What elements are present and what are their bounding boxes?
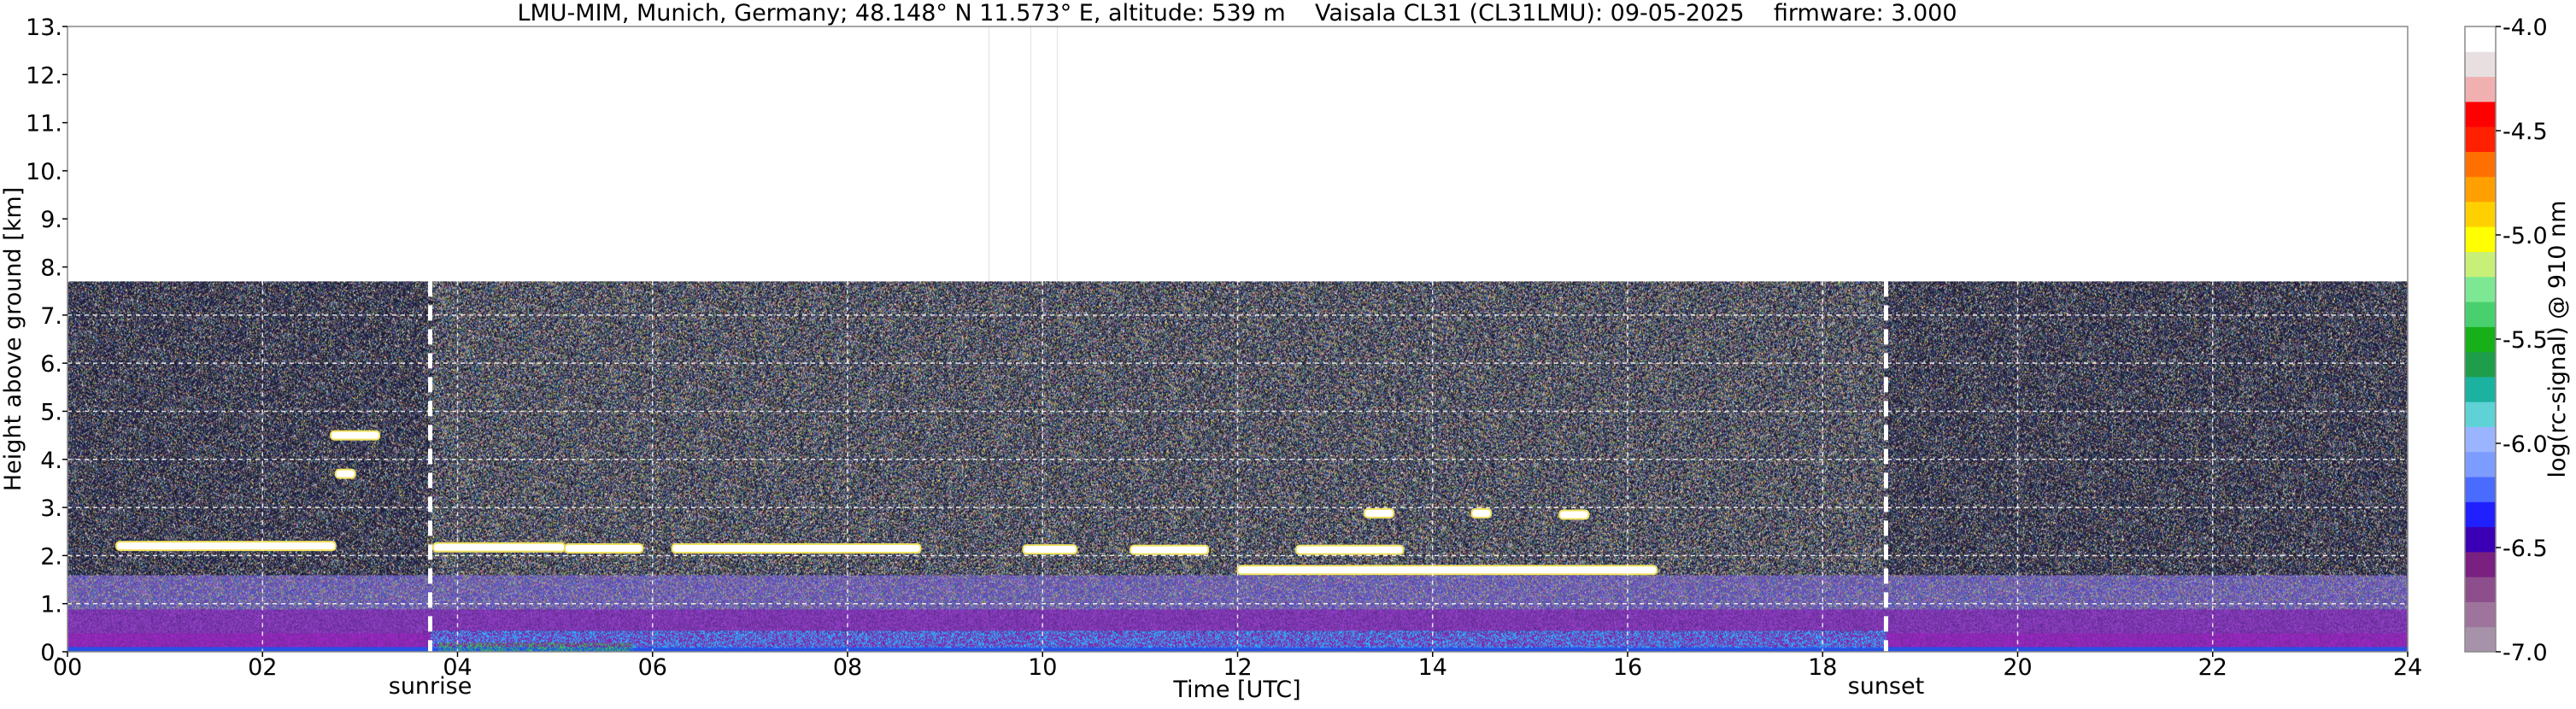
x-tick-label: 24 bbox=[2393, 654, 2422, 681]
cloud-layer-1 bbox=[431, 542, 566, 553]
y-tick-label: 7. bbox=[40, 303, 62, 330]
cloud-layer-6 bbox=[1294, 544, 1405, 555]
colorbar-segment bbox=[2465, 101, 2496, 127]
colorbar-tick-label: -4.0 bbox=[2503, 15, 2548, 41]
x-tick-label: 04 bbox=[443, 654, 472, 681]
x-tick-label: 06 bbox=[638, 654, 667, 681]
cloud-layer-12 bbox=[1558, 509, 1590, 520]
y-tick-label: 6. bbox=[40, 351, 62, 378]
colorbar-segment bbox=[2465, 376, 2496, 402]
cloud-layer-9 bbox=[334, 468, 356, 479]
y-tick-label: 1. bbox=[40, 592, 62, 618]
sunset-label: sunset bbox=[1848, 673, 1925, 700]
cloud-layer-3 bbox=[671, 542, 922, 554]
chart-title: LMU-MIM, Munich, Germany; 48.148° N 11.5… bbox=[517, 0, 1957, 26]
x-axis-label: Time [UTC] bbox=[1172, 677, 1300, 703]
x-tick-label: 08 bbox=[833, 654, 862, 681]
x-tick-label: 16 bbox=[1613, 654, 1642, 681]
x-tick-label: 12 bbox=[1223, 654, 1252, 681]
cloud-layer-5 bbox=[1129, 544, 1210, 555]
colorbar-segment bbox=[2465, 151, 2496, 178]
x-tick-label: 18 bbox=[1808, 654, 1837, 681]
colorbar-segment bbox=[2465, 201, 2496, 227]
x-tick-label: 22 bbox=[2198, 654, 2227, 681]
x-tick-label: 20 bbox=[2003, 654, 2032, 681]
y-tick-label: 13. bbox=[26, 15, 62, 41]
colorbar-segment bbox=[2465, 426, 2496, 453]
cloud-layer-10 bbox=[1363, 507, 1395, 519]
colorbar-segment bbox=[2465, 451, 2496, 478]
colorbar-tick-label: -7.0 bbox=[2503, 640, 2548, 666]
y-tick-label: 2. bbox=[40, 543, 62, 570]
cloud-layer-8 bbox=[330, 430, 381, 441]
x-tick-label: 00 bbox=[53, 654, 82, 681]
y-tick-label: 5. bbox=[40, 399, 62, 425]
colorbar-segment bbox=[2465, 51, 2496, 78]
colorbar-tick-label: -6.5 bbox=[2503, 536, 2548, 562]
x-tick-label: 14 bbox=[1418, 654, 1447, 681]
colorbar-tick-label: -4.5 bbox=[2503, 119, 2548, 145]
colorbar-segment bbox=[2465, 126, 2496, 152]
colorbar-segment bbox=[2465, 76, 2496, 103]
cloud-layer-2 bbox=[564, 542, 644, 554]
colorbar-segment bbox=[2465, 401, 2496, 427]
colorbar-segment bbox=[2465, 26, 2496, 52]
colorbar-segment bbox=[2465, 626, 2496, 653]
cloud-layer-0 bbox=[115, 541, 337, 552]
y-tick-label: 9. bbox=[40, 207, 62, 233]
y-tick-label: 11. bbox=[26, 111, 62, 138]
colorbar-label: log(rc-signal) @ 910 nm bbox=[2544, 201, 2571, 478]
y-tick-label: 8. bbox=[40, 255, 62, 282]
y-axis-label: Height above ground [km] bbox=[0, 187, 26, 491]
colorbar-segment bbox=[2465, 577, 2496, 602]
colorbar-segment bbox=[2465, 326, 2496, 353]
colorbar-segment bbox=[2465, 276, 2496, 302]
colorbar-segment bbox=[2465, 601, 2496, 628]
colorbar-segment bbox=[2465, 551, 2496, 577]
colorbar-tick-label: -5.0 bbox=[2503, 223, 2548, 249]
y-tick-label: 4. bbox=[40, 448, 62, 474]
colorbar-segment bbox=[2465, 226, 2496, 253]
colorbar-segment bbox=[2465, 477, 2496, 502]
y-tick-label: 0. bbox=[40, 640, 62, 666]
y-tick-label: 3. bbox=[40, 495, 62, 522]
colorbar-segment bbox=[2465, 351, 2496, 378]
backscatter-heatmap bbox=[67, 281, 2408, 653]
cloud-layer-4 bbox=[1022, 544, 1078, 555]
colorbar-tick-label: -6.0 bbox=[2503, 431, 2548, 458]
colorbar-segment bbox=[2465, 501, 2496, 528]
colorbar-segment bbox=[2465, 526, 2496, 553]
cloud-layer-11 bbox=[1470, 507, 1493, 519]
colorbar-tick-label: -5.5 bbox=[2503, 327, 2548, 354]
colorbar-segment bbox=[2465, 176, 2496, 202]
colorbar-segment bbox=[2465, 251, 2496, 278]
x-tick-label: 10 bbox=[1028, 654, 1057, 681]
cloud-layer-7 bbox=[1236, 565, 1658, 576]
colorbar-segment bbox=[2465, 302, 2496, 327]
sunrise-label: sunrise bbox=[389, 673, 472, 700]
y-tick-label: 10. bbox=[26, 159, 62, 185]
y-tick-label: 12. bbox=[26, 62, 62, 89]
x-tick-label: 02 bbox=[248, 654, 277, 681]
